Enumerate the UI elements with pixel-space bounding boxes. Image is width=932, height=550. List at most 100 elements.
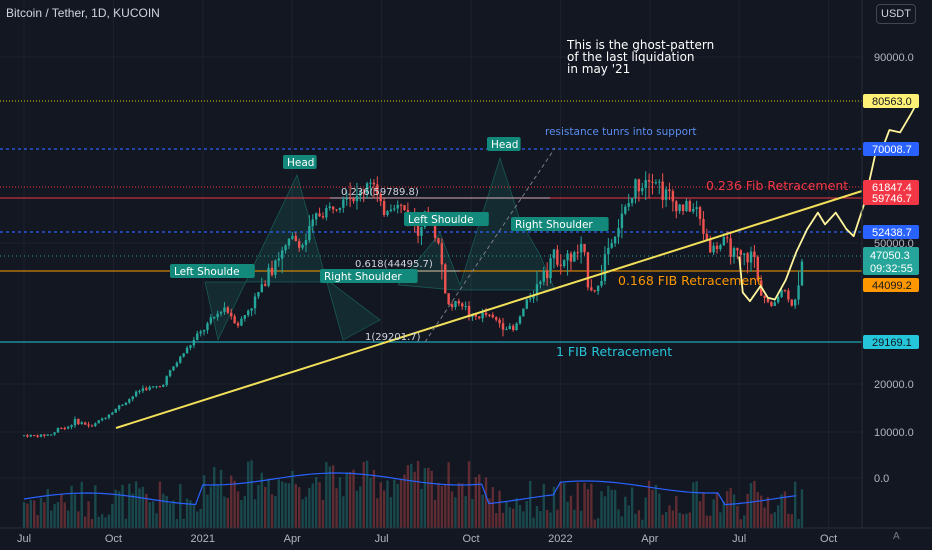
volume-bar [603, 496, 607, 528]
candles [22, 171, 804, 438]
candle-body [416, 224, 420, 236]
volume-bar [328, 466, 331, 528]
volume-bar [552, 486, 556, 528]
volume-bar [172, 500, 175, 528]
candle-body [22, 435, 26, 437]
volume-bar [56, 501, 60, 528]
candle-body [654, 182, 658, 184]
candle-body [236, 323, 240, 326]
candle-body [420, 227, 423, 236]
volume-bar [423, 468, 427, 528]
candle-body [773, 302, 776, 306]
candle-body [49, 434, 53, 436]
volume-bar [83, 516, 87, 528]
candle-body [447, 293, 450, 305]
volume-bar [522, 511, 525, 528]
volume-bar [474, 477, 478, 528]
candle-body [66, 426, 70, 429]
candle-body [678, 204, 681, 212]
price-axis[interactable]: 90000.050000.020000.010000.00.080563.070… [863, 52, 919, 485]
volume-bar [311, 483, 314, 528]
candle-body [511, 325, 515, 331]
candle-body [746, 253, 749, 263]
volume-bar [790, 514, 793, 528]
volume-bar [722, 501, 726, 528]
volume-bar [630, 487, 634, 528]
candle-body [444, 264, 447, 294]
volume-bar [291, 470, 294, 528]
x-tick-label: Oct [462, 533, 479, 545]
candle-body [776, 297, 780, 303]
volume-bar [399, 478, 403, 528]
volume-bar [348, 471, 352, 528]
fib-label: 0.168 FIB Retracement [618, 273, 762, 288]
candle-body [175, 362, 179, 367]
volume-bar [253, 499, 257, 528]
volume-bar [49, 510, 53, 528]
candle-body [528, 298, 532, 300]
volume-bar [46, 489, 49, 528]
candle-body [756, 256, 759, 281]
volume-bar [729, 488, 732, 528]
candle-body [117, 405, 121, 409]
volume-bar [427, 467, 430, 528]
candle-body [206, 323, 209, 331]
volume-bar [314, 477, 318, 528]
volume-bar [766, 496, 770, 528]
candle-body [617, 227, 620, 237]
volume-bar [664, 512, 668, 528]
volume-bar [471, 499, 474, 528]
volume-bar [209, 486, 213, 528]
volume-bar [491, 487, 495, 528]
currency-button[interactable]: USDT [876, 4, 916, 24]
volume-bar [518, 505, 522, 528]
candle-body [342, 199, 345, 208]
volume-bar [104, 517, 107, 528]
candle-body [369, 182, 372, 184]
volume-bar [535, 506, 539, 528]
volume-bar [284, 482, 287, 528]
candle-body [158, 386, 162, 388]
candle-body [94, 423, 97, 426]
volume-bar [175, 518, 179, 528]
candle-body [155, 386, 158, 388]
candle-body [243, 315, 247, 319]
volume-bar [165, 496, 168, 528]
volume-bar [444, 484, 447, 528]
candle-body [301, 244, 304, 248]
note-annotation-line: in may '21 [567, 62, 630, 76]
candle-body [63, 428, 66, 430]
auto-scale-button[interactable]: A [893, 531, 900, 542]
volume-bar [624, 496, 627, 528]
x-tick-label: Apr [284, 533, 301, 545]
volume-bar [270, 494, 274, 528]
price-label: 44099.2 [872, 280, 912, 292]
candle-body [168, 370, 172, 377]
volume-bar [321, 499, 325, 528]
candle-body [202, 330, 206, 332]
candle-body [698, 207, 702, 220]
price-label-box [863, 278, 919, 292]
volume-bar [692, 482, 695, 528]
volume-bar [447, 462, 450, 528]
ghost-pattern-line [738, 100, 919, 303]
candle-body [450, 304, 454, 308]
candle-body [213, 317, 216, 319]
volume-bar [586, 489, 590, 528]
volume-bar [151, 501, 155, 528]
price-label: 59746.7 [872, 193, 912, 205]
chart-labels: 0.236(59789.8) 0.618(44495.7) 1(29201.7) 0.… [170, 38, 848, 359]
candle-body [467, 306, 471, 317]
fib-label: 1 FIB Retracement [556, 344, 672, 359]
volume-bar [780, 494, 783, 528]
overlays [23, 100, 919, 506]
price-label: 70008.7 [872, 144, 912, 156]
current-price-box [863, 247, 919, 275]
volume-bar [549, 512, 552, 528]
volume-bar [545, 510, 549, 528]
candle-body [478, 316, 481, 319]
time-axis[interactable]: Jul Oct 2021 Apr Jul Oct 2022 Apr Jul Oct [17, 533, 837, 545]
candle-body [715, 245, 719, 250]
volume-bar [301, 499, 304, 528]
